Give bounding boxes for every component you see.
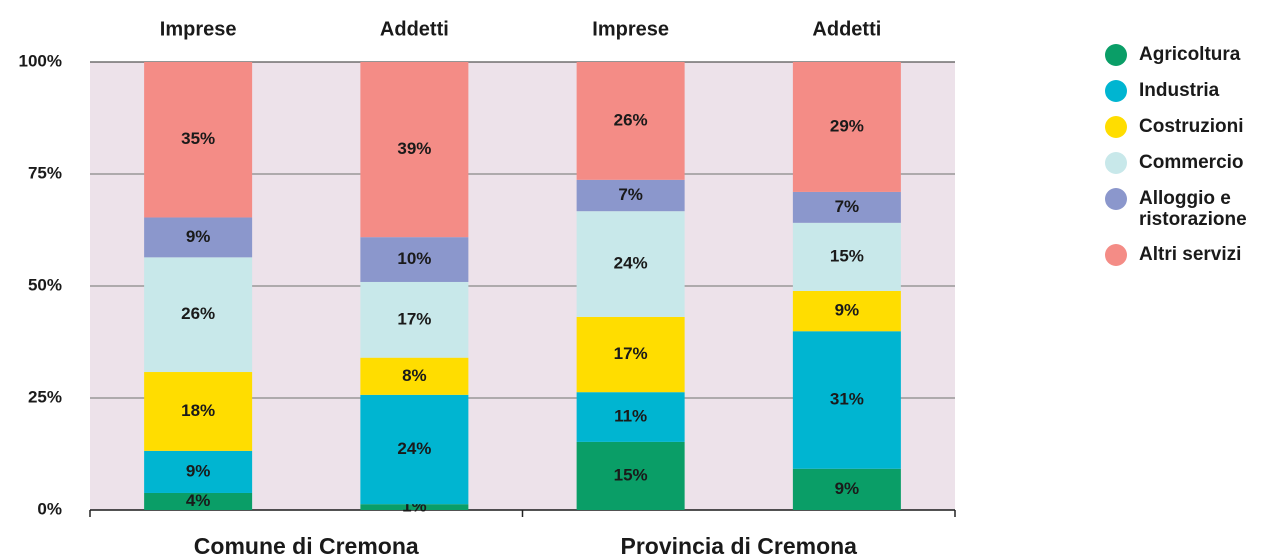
data-label: 9% (835, 301, 860, 320)
data-label: 11% (614, 407, 647, 426)
legend-label: Altri servizi (1139, 244, 1242, 265)
bar-segment (360, 62, 469, 238)
x-category-label: Addetti (380, 18, 449, 40)
bar-segment (144, 450, 253, 493)
legend-label: Costruzioni (1139, 116, 1244, 137)
data-label: 24% (614, 254, 648, 273)
legend-item: Agricoltura (1105, 44, 1275, 66)
data-label: 9% (835, 479, 860, 498)
y-tick-label: 25% (28, 387, 62, 406)
legend-swatch (1105, 44, 1127, 66)
data-label: 24% (397, 439, 431, 458)
data-label: 15% (614, 465, 648, 484)
y-tick-label: 100% (19, 51, 62, 70)
legend-item: Alloggio e ristorazione (1105, 188, 1275, 230)
bar-segment (360, 237, 469, 282)
legend-swatch (1105, 116, 1127, 138)
bar-segment (576, 211, 685, 317)
data-label: 31% (830, 390, 864, 409)
bar-segment (792, 331, 901, 469)
legend: Agricoltura Industria Costruzioni Commercio… (1105, 44, 1275, 280)
bar-segment (144, 62, 253, 218)
data-label: 17% (397, 309, 431, 328)
legend-item: Commercio (1105, 152, 1275, 174)
data-label: 15% (830, 246, 864, 265)
data-label: 29% (830, 116, 864, 135)
bar-segment (144, 492, 253, 510)
bar-segment (360, 281, 469, 358)
x-category-label: Imprese (160, 18, 237, 40)
legend-label: Industria (1139, 80, 1220, 101)
data-label: 18% (181, 401, 215, 420)
legend-swatch (1105, 188, 1127, 210)
data-label: 10% (397, 249, 431, 268)
data-label: 4% (186, 491, 211, 510)
x-category-label: Addetti (812, 18, 881, 40)
group-label: Provincia di Cremona (621, 533, 858, 559)
data-label: 7% (835, 197, 860, 216)
legend-swatch (1105, 80, 1127, 102)
legend-label: Commercio (1139, 152, 1244, 173)
legend-item: Costruzioni (1105, 116, 1275, 138)
data-label: 26% (181, 304, 215, 323)
legend-item: Industria (1105, 80, 1275, 102)
group-label: Comune di Cremona (194, 533, 419, 559)
y-tick-label: 0% (37, 499, 62, 518)
data-label: 7% (618, 185, 643, 204)
data-label: 9% (186, 461, 211, 480)
bar-segment (576, 316, 685, 393)
bar-segment (576, 392, 685, 442)
data-label: 35% (181, 129, 215, 148)
legend-label: Agricoltura (1139, 44, 1241, 65)
bar-segment (360, 504, 469, 510)
y-tick-label: 75% (28, 163, 62, 182)
bar-segment (144, 257, 253, 373)
legend-swatch (1105, 152, 1127, 174)
bar-segment (576, 441, 685, 510)
bar-segment (576, 179, 685, 212)
data-label: 39% (397, 139, 431, 158)
bar-segment (144, 217, 253, 258)
data-label: 17% (614, 344, 648, 363)
bar-segment (576, 62, 685, 180)
bar-segment (360, 357, 469, 395)
legend-label: Alloggio e ristorazione (1139, 188, 1247, 230)
legend-swatch (1105, 244, 1127, 266)
bar-segment (792, 222, 901, 291)
bar-segment (792, 468, 901, 510)
bar-segment (792, 290, 901, 332)
data-label: 26% (614, 110, 648, 129)
chart: 0% 25% 50% 75% 100% Comune di Cremona Provinci… (19, 18, 956, 559)
data-label: 9% (186, 227, 211, 246)
legend-item: Altri servizi (1105, 244, 1275, 266)
bar-segment (144, 372, 253, 451)
y-tick-label: 50% (28, 275, 62, 294)
data-label: 8% (402, 366, 427, 385)
bar-segment (360, 394, 469, 505)
bar-segment (792, 62, 901, 192)
bar-segment (792, 191, 901, 223)
x-category-label: Imprese (592, 18, 669, 40)
